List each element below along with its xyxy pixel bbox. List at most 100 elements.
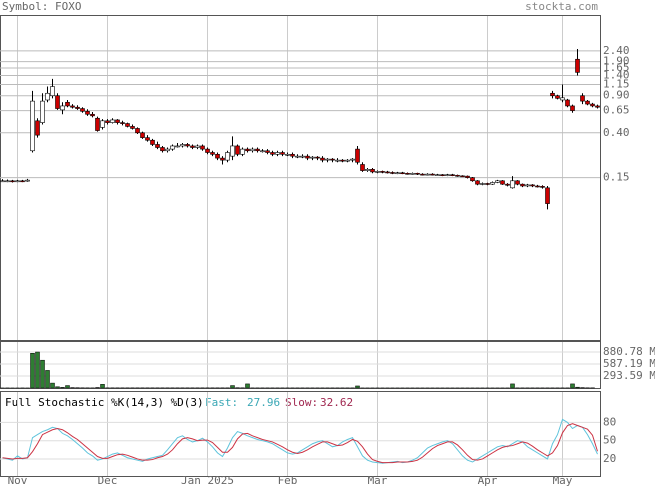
candle-body [105,120,110,123]
volume-bar [55,386,60,389]
candle-body [155,144,160,148]
candle-body [360,164,365,171]
volume-bar [50,382,55,389]
volume-bar [245,383,250,389]
candle-body [180,144,185,147]
candle-body [210,152,215,155]
volume-bar [570,383,575,389]
volume-bar [45,370,50,389]
candle-body [45,92,50,101]
volume-bar [35,351,40,389]
candle-body [385,171,390,174]
candle-body [365,169,370,171]
candle-body [190,145,195,148]
candle-body [540,186,545,188]
candle-body [580,95,585,102]
candle-body [405,172,410,175]
candle-body [550,92,555,97]
candle-body [225,152,230,161]
candle-body [150,139,155,145]
candle-body [415,172,420,175]
candle-body [250,148,255,152]
candle-body [330,158,335,161]
candle-body [25,179,30,182]
stochastic-line [2,418,598,464]
candle-body [575,58,580,73]
y-tick-label: 50 [603,434,616,447]
candle-body [500,180,505,185]
candle-body [455,174,460,177]
candle-body [120,122,125,124]
candle-body [520,183,525,187]
candle-body [585,100,590,105]
candle-body [450,174,455,176]
candle-body [60,105,65,111]
candle-body [175,145,180,148]
x-tick-label: Jan 2025 [181,474,234,486]
slow-label: Slow: [285,396,318,409]
candle-body [55,95,60,109]
y-tick-label: 80 [603,415,616,428]
candle-body [125,123,130,127]
y-tick-label: 20 [603,452,616,465]
y-tick-label: 0.40 [603,126,630,139]
candle-body [260,150,265,153]
candle-body [10,180,15,183]
x-tick-label: Feb [278,474,298,486]
candle-body [220,157,225,161]
candle-body [465,175,470,178]
x-tick-label: May [553,474,573,486]
candle-body [240,148,245,155]
symbol: Symbol: FOXO [2,0,81,13]
candle-body [475,180,480,185]
candle-body [485,183,490,185]
candle-body [315,156,320,159]
candle-body [15,180,20,183]
candle-body [410,172,415,175]
candle-body [320,157,325,161]
candle-body [390,172,395,174]
candle-body [200,145,205,150]
y-tick-label: 2.40 [603,44,630,57]
candle-body [135,128,140,134]
candle-body [340,159,345,162]
candle-body [480,183,485,185]
candle-body [370,169,375,173]
candle-body [430,173,435,176]
candle-body [545,187,550,204]
candle-body [525,184,530,187]
candle-body [75,106,80,109]
fast-value: 27.96 [247,396,280,409]
y-tick-label: 1.15 [603,78,630,91]
candle-body [115,119,120,123]
stochastic-panel [0,391,601,477]
site-link[interactable]: stockta.com [525,0,598,13]
candle-body [555,95,560,99]
y-tick-label: 293.59 M [603,369,655,382]
candle-body [595,105,600,108]
volume-bar [575,386,580,389]
candle-body [215,153,220,159]
candle-body [560,97,565,101]
candle-body [295,155,300,158]
candle-body [400,172,405,175]
volume-bar [65,385,70,389]
candle-body [20,180,25,183]
candle-body [440,174,445,176]
candle-body [375,171,380,173]
candle-body [305,155,310,159]
candle-body [35,120,40,136]
candle-body [420,173,425,176]
candle-body [90,113,95,117]
candle-body [425,173,430,176]
candle-body [335,159,340,162]
candle-body [290,153,295,157]
x-tick-label: Nov [8,474,28,486]
candle-body [470,177,475,182]
candle-body [245,148,250,152]
y-tick-label: 0.65 [603,104,630,117]
volume-bar [355,385,360,389]
candle-body [5,180,10,183]
slow-value: 32.62 [320,396,353,409]
